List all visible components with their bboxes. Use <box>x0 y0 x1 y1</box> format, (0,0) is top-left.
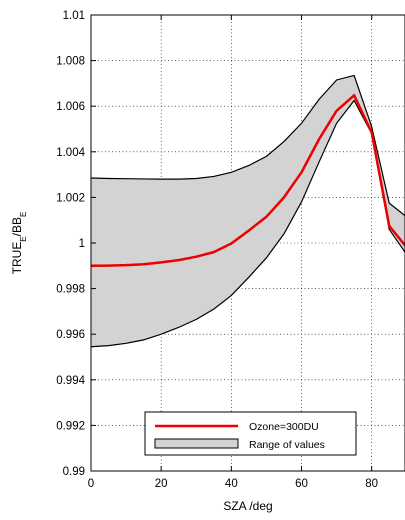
range-band <box>91 75 405 347</box>
y-tick-label: 1.008 <box>56 56 85 68</box>
x-tick-label: 0 <box>88 478 94 490</box>
y-tick-label: 1.006 <box>56 101 85 113</box>
y-tick-label: 0.994 <box>56 375 85 387</box>
y-tick-label: 1 <box>79 238 85 250</box>
x-tick-label: 80 <box>365 478 378 490</box>
y-axis-label: TRUEE/BBE <box>10 212 28 275</box>
y-tick-label: 0.99 <box>63 466 85 478</box>
legend-label-range: Range of values <box>249 439 325 451</box>
x-tick-label: 60 <box>295 478 308 490</box>
series-line-layer <box>90 94 405 268</box>
y-tick-label: 0.992 <box>56 420 85 432</box>
x-tick-label: 20 <box>155 478 168 490</box>
legend: Ozone=300DU Range of values <box>144 411 357 456</box>
y-tick-label: 1.002 <box>56 192 85 204</box>
y-tick-label: 1.01 <box>63 10 85 22</box>
x-tick-label: 40 <box>225 478 238 490</box>
y-tick-label: 0.996 <box>56 329 85 341</box>
legend-band-swatch <box>154 438 239 449</box>
range-band-layer <box>90 74 405 348</box>
range-band-upper-edge <box>90 74 405 217</box>
tick-labels: 0 20 40 60 80 0.99 0.992 0.994 0.996 0.998 1 1.002 1… <box>56 10 378 490</box>
legend-label-ozone: Ozone=300DU <box>249 421 319 433</box>
y-tick-label: 1.004 <box>56 147 85 159</box>
range-band-lower-edge <box>90 99 405 348</box>
axis-ticks <box>90 14 373 472</box>
ozone-series-line <box>90 94 405 268</box>
y-tick-label: 0.998 <box>56 284 85 296</box>
x-axis-label: SZA /deg <box>223 499 272 513</box>
